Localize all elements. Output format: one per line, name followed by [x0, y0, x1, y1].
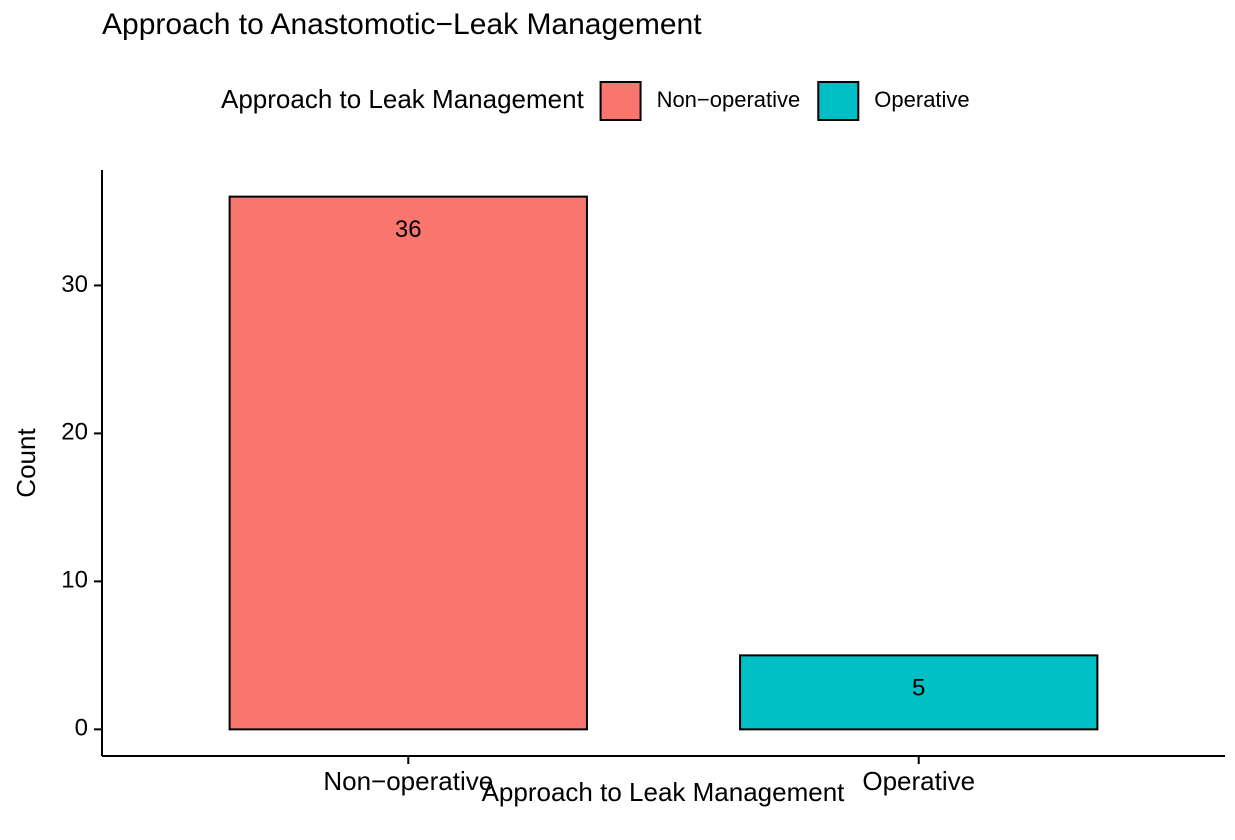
bar [739, 654, 1099, 731]
legend-swatch [817, 81, 860, 121]
y-tick-label: 0 [75, 715, 88, 742]
legend-label: Operative [874, 87, 969, 112]
chart-title: Approach to Anastomotic−Leak Management [102, 8, 702, 41]
y-tick-label: 30 [61, 271, 88, 298]
legend-title: Approach to Leak Management [221, 84, 585, 114]
data-label: 5 [912, 675, 925, 702]
bar [228, 195, 588, 731]
y-axis-label: Count [11, 428, 41, 498]
legend-label: Non−operative [657, 87, 801, 112]
y-tick-label: 10 [61, 567, 88, 594]
x-tick-label: Operative [862, 766, 975, 796]
x-tick-label: Non−operative [323, 766, 493, 796]
y-tick-label: 20 [61, 419, 88, 446]
legend: Approach to Leak Management Non−operativ… [221, 81, 970, 121]
legend-swatch [599, 81, 642, 121]
data-label: 36 [395, 216, 422, 243]
x-axis-label: Approach to Leak Management [482, 777, 846, 807]
